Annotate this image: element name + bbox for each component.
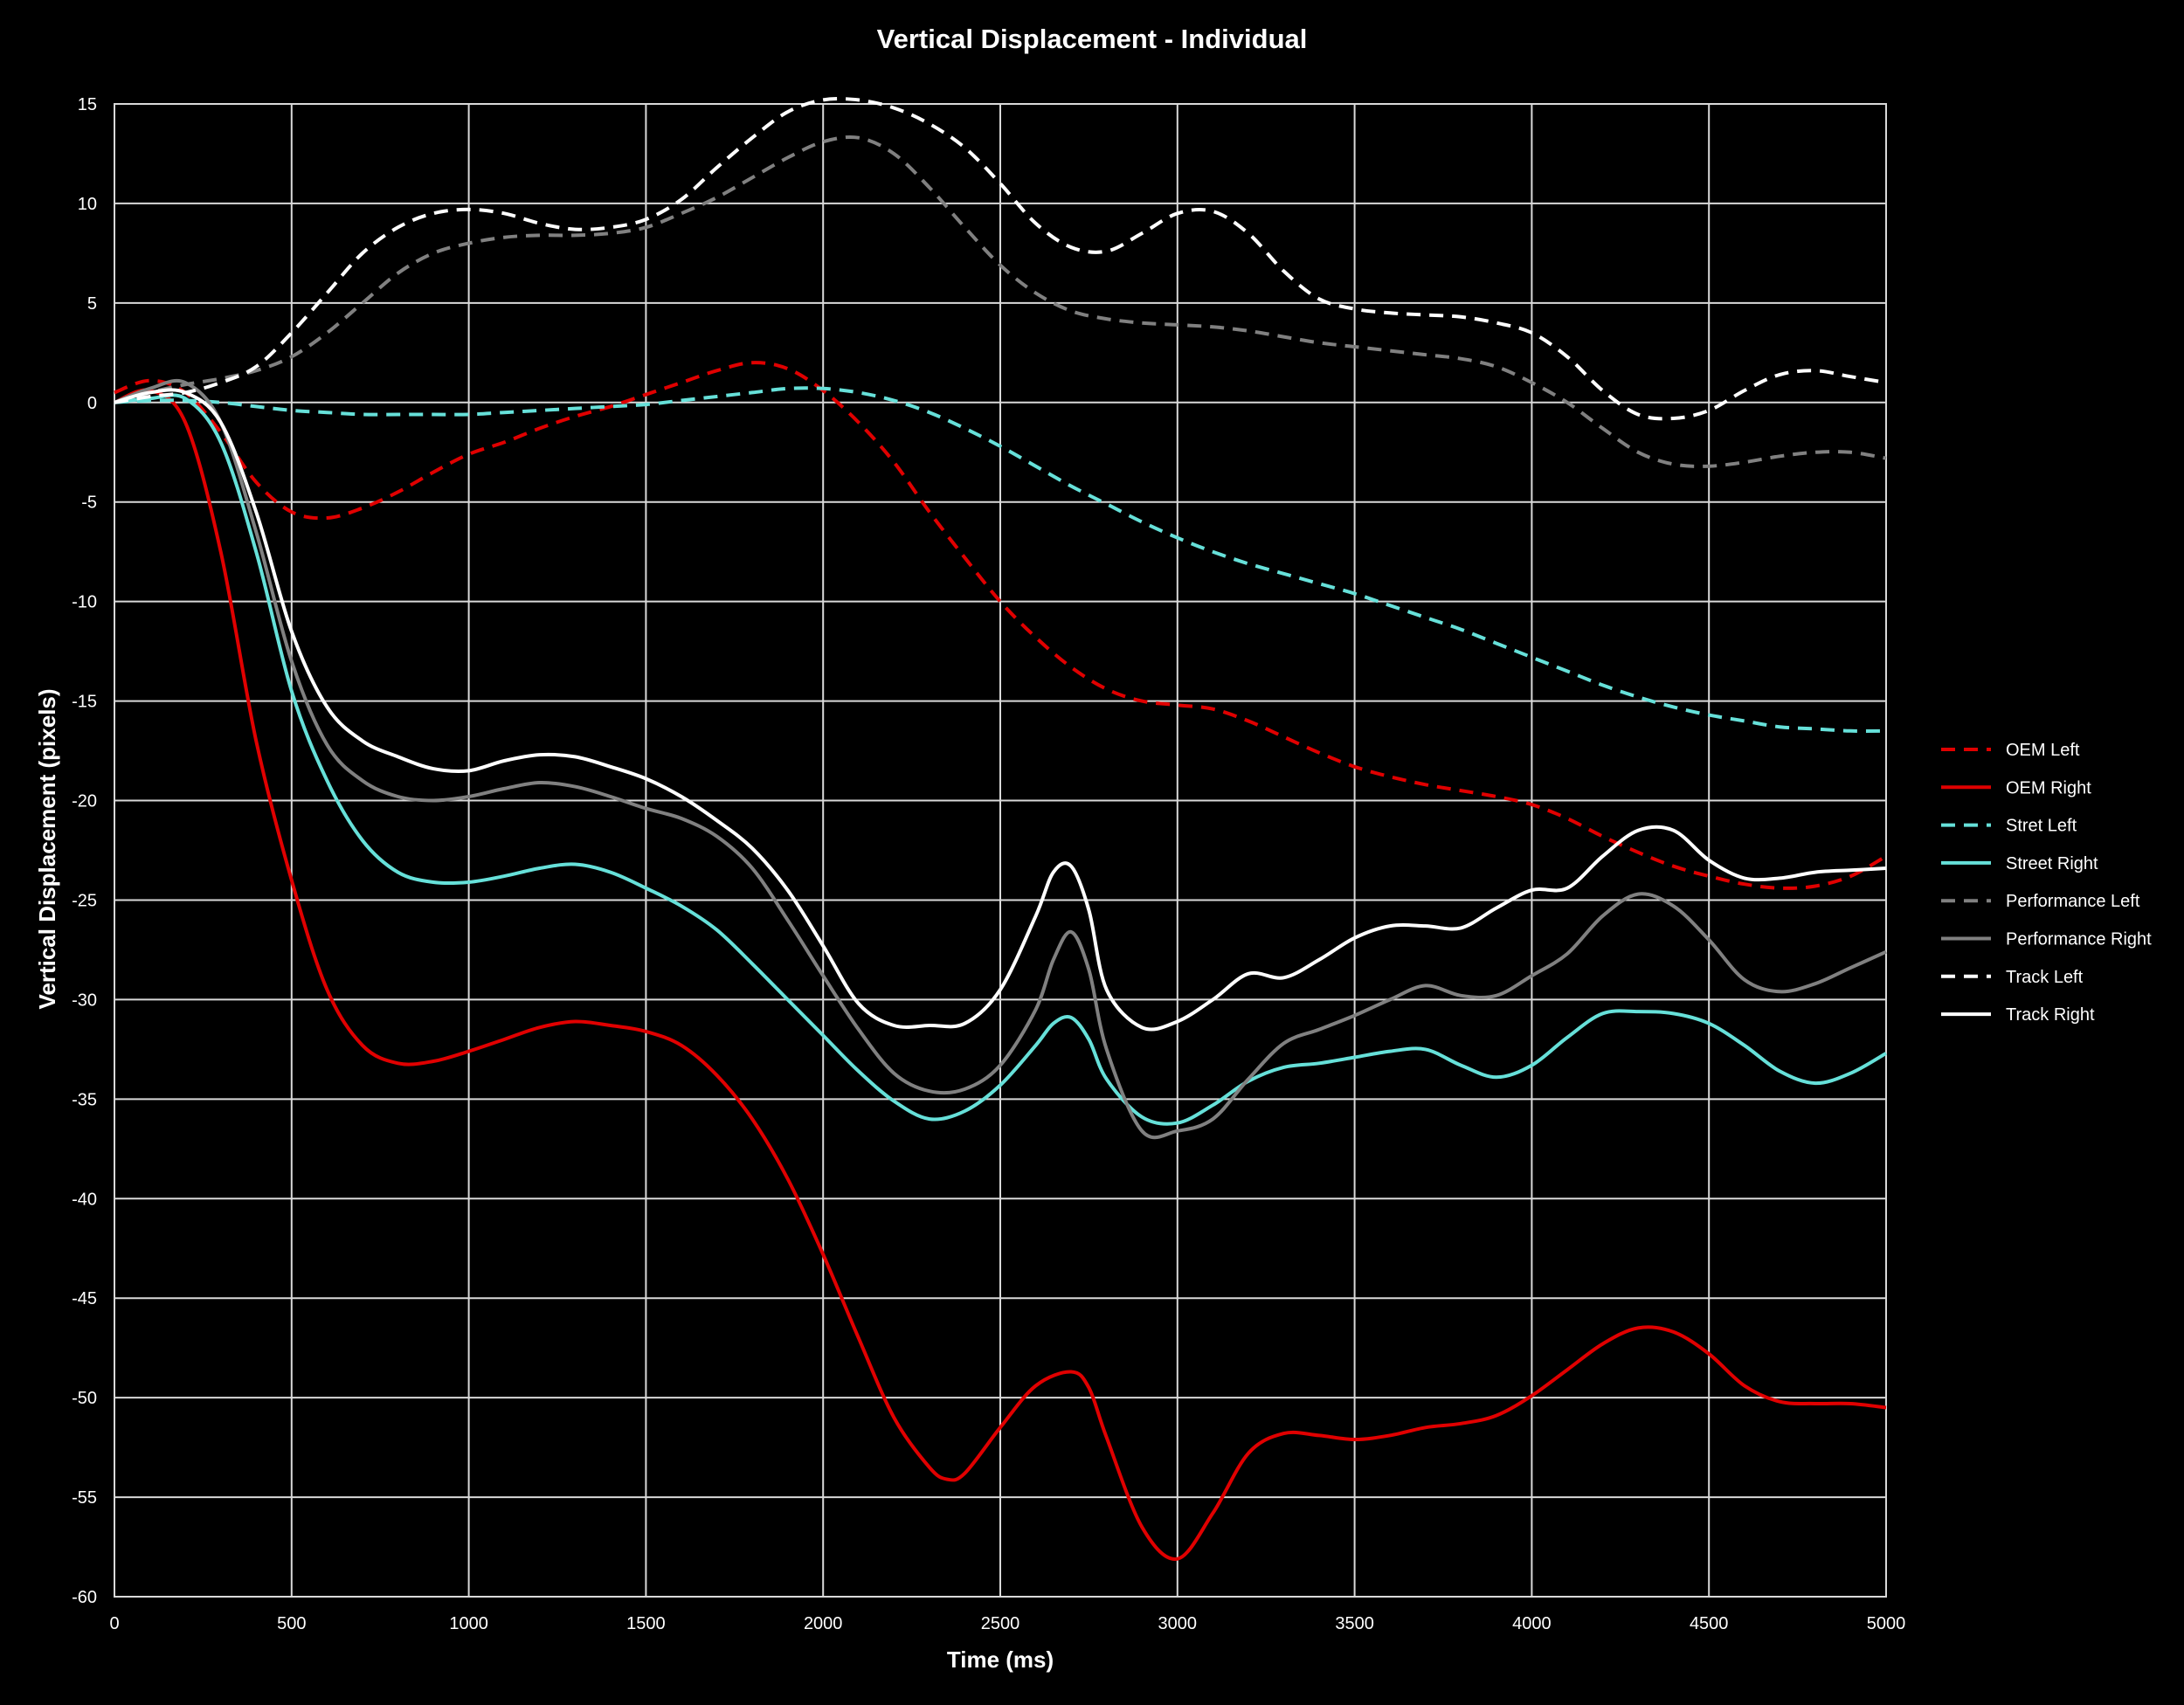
x-tick-label: 4500	[1690, 1614, 1729, 1633]
legend-label: OEM Right	[2006, 778, 2091, 797]
y-tick-label: -45	[72, 1289, 97, 1308]
series-line-performance-right	[114, 378, 1887, 1140]
legend-item: Track Left	[1941, 968, 2084, 987]
series-line-stret-left	[114, 386, 1887, 733]
y-tick-label: -5	[81, 494, 97, 513]
y-tick-label: -55	[72, 1488, 97, 1508]
legend-label: Street Right	[2006, 854, 2098, 873]
chart-title: Vertical Displacement - Individual	[877, 24, 1308, 54]
y-tick-label: -10	[72, 593, 97, 612]
plot-border	[114, 103, 1887, 1598]
legend-label: OEM Left	[2006, 741, 2080, 760]
y-tick-label: 15	[78, 95, 97, 114]
legend-label: Stret Left	[2006, 817, 2077, 836]
legend-item: OEM Left	[1941, 741, 2080, 760]
x-tick-label: 1500	[626, 1614, 666, 1633]
tick-layer: 15 10 5 0 -5 -10 -15 -20 -25 -30 -35 -40 -45 -50 -55 -6…	[72, 95, 1905, 1633]
grid-layer	[114, 103, 1887, 1598]
y-tick-label: -15	[72, 693, 97, 712]
legend-item: Stret Left	[1941, 817, 2077, 836]
legend: OEM Left OEM Right Stret Left Street Right P…	[1941, 741, 2152, 1025]
x-tick-label: 2500	[981, 1614, 1020, 1633]
series-layer	[114, 97, 1887, 1561]
y-tick-label: -30	[72, 991, 97, 1010]
x-tick-label: 3000	[1158, 1614, 1198, 1633]
x-tick-label: 2000	[804, 1614, 843, 1633]
legend-item: OEM Right	[1941, 778, 2091, 797]
y-tick-label: 10	[78, 195, 97, 214]
series-line-oem-left	[114, 361, 1887, 890]
series-line-track-left	[114, 97, 1887, 421]
x-tick-label: 5000	[1867, 1614, 1906, 1633]
legend-item: Track Right	[1941, 1005, 2095, 1025]
series-line-performance-left	[114, 135, 1887, 468]
y-tick-label: -40	[72, 1190, 97, 1209]
legend-item: Performance Left	[1941, 892, 2140, 911]
series-line-oem-right	[114, 388, 1887, 1561]
legend-label: Track Left	[2006, 968, 2084, 987]
x-tick-label: 1000	[449, 1614, 488, 1633]
legend-label: Performance Right	[2006, 930, 2152, 949]
series-line-street-right	[114, 393, 1887, 1126]
y-axis-title: Vertical Displacement (pixels)	[34, 688, 60, 1009]
x-tick-label: 4000	[1512, 1614, 1552, 1633]
x-tick-label: 3500	[1335, 1614, 1374, 1633]
x-axis-title: Time (ms)	[947, 1646, 1054, 1673]
y-tick-label: -60	[72, 1588, 97, 1607]
legend-item: Performance Right	[1941, 930, 2152, 949]
y-tick-label: 0	[87, 394, 97, 413]
series-line-track-right	[114, 388, 1887, 1032]
y-tick-label: 5	[87, 294, 97, 314]
y-tick-label: -25	[72, 891, 97, 910]
legend-item: Street Right	[1941, 854, 2098, 873]
y-tick-label: -35	[72, 1090, 97, 1109]
legend-label: Track Right	[2006, 1005, 2095, 1025]
x-tick-label: 500	[277, 1614, 306, 1633]
y-tick-label: -20	[72, 792, 97, 811]
y-tick-label: -50	[72, 1389, 97, 1408]
legend-label: Performance Left	[2006, 892, 2140, 911]
x-tick-label: 0	[109, 1614, 119, 1633]
